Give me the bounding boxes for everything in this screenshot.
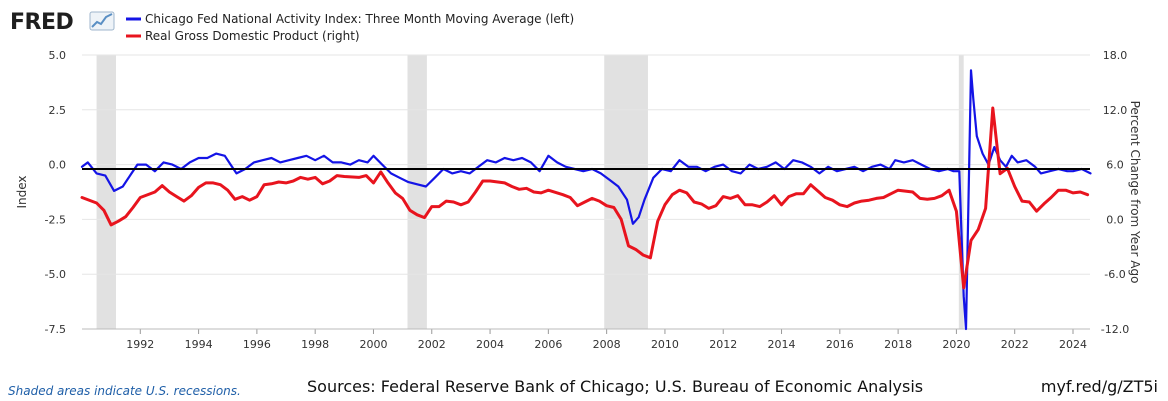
series-lines — [80, 69, 1092, 331]
x-axis-ticks: 1992 1994 1996 1998 2000 2002 2004 2006 2008 2010… — [82, 328, 1090, 351]
recession-band-2 — [604, 55, 648, 329]
x-tick-label: 2014 — [768, 338, 796, 351]
x-tick-label: 2018 — [884, 338, 912, 351]
fred-logo-text: FRED — [10, 10, 73, 35]
right-tick-label: 0.0 — [1106, 213, 1124, 226]
legend-item-series-1[interactable]: Real Gross Domestic Product (right) — [126, 29, 360, 43]
x-tick-label: 2022 — [1001, 338, 1029, 351]
right-tick-label: 6.0 — [1106, 159, 1124, 172]
right-tick-label: -6.0 — [1104, 268, 1125, 281]
series-line-0 — [80, 69, 1092, 331]
recession-note: Shaded areas indicate U.S. recessions. — [8, 384, 241, 398]
x-tick-label: 1992 — [126, 338, 154, 351]
left-tick-label: 5.0 — [49, 49, 67, 62]
right-axis-ticks: 18.0 12.0 6.0 0.0 -6.0 -12.0 — [1101, 49, 1129, 336]
left-axis-title: Index — [15, 175, 29, 208]
left-tick-label: -7.5 — [45, 323, 66, 336]
right-tick-label: 18.0 — [1103, 49, 1128, 62]
gridlines — [82, 54, 1090, 330]
x-tick-label: 2010 — [651, 338, 679, 351]
x-tick-label: 2012 — [709, 338, 737, 351]
x-tick-label: 2000 — [359, 338, 387, 351]
legend: Chicago Fed National Activity Index: Thr… — [126, 12, 574, 43]
legend-item-series-0[interactable]: Chicago Fed National Activity Index: Thr… — [126, 12, 574, 26]
left-axis-ticks: 5.0 2.5 0.0 -2.5 -5.0 -7.5 — [45, 49, 66, 336]
sources-text: Sources: Federal Reserve Bank of Chicago… — [307, 377, 923, 396]
left-tick-label: -2.5 — [45, 213, 66, 226]
x-tick-label: 1998 — [301, 338, 329, 351]
x-tick-label: 2008 — [593, 338, 621, 351]
x-tick-label: 2024 — [1059, 338, 1087, 351]
series-line-1 — [80, 106, 1090, 290]
left-tick-label: 0.0 — [49, 159, 67, 172]
recession-bands — [96, 55, 964, 329]
x-tick-label: 1996 — [243, 338, 271, 351]
trend-graph-icon — [89, 11, 115, 31]
x-tick-label: 2006 — [534, 338, 562, 351]
x-tick-label: 1994 — [185, 338, 213, 351]
recession-band-3 — [958, 55, 964, 329]
recession-band-0 — [96, 55, 117, 329]
right-tick-label: -12.0 — [1101, 323, 1129, 336]
left-tick-label: -5.0 — [45, 268, 66, 281]
x-tick-label: 2016 — [826, 338, 854, 351]
x-tick-label: 2002 — [418, 338, 446, 351]
x-tick-label: 2004 — [476, 338, 504, 351]
recession-band-1 — [407, 55, 427, 329]
x-tick-label: 2020 — [942, 338, 970, 351]
legend-label-series-1: Real Gross Domestic Product (right) — [145, 29, 360, 43]
short-url-link[interactable]: myf.red/g/ZT5i — [1041, 377, 1158, 396]
legend-label-series-0: Chicago Fed National Activity Index: Thr… — [145, 12, 574, 26]
left-tick-label: 2.5 — [49, 104, 67, 117]
right-tick-label: 12.0 — [1103, 104, 1128, 117]
fred-logo[interactable]: FRED — [10, 10, 115, 35]
right-axis-title: Percent Change from Year Ago — [1128, 101, 1142, 284]
